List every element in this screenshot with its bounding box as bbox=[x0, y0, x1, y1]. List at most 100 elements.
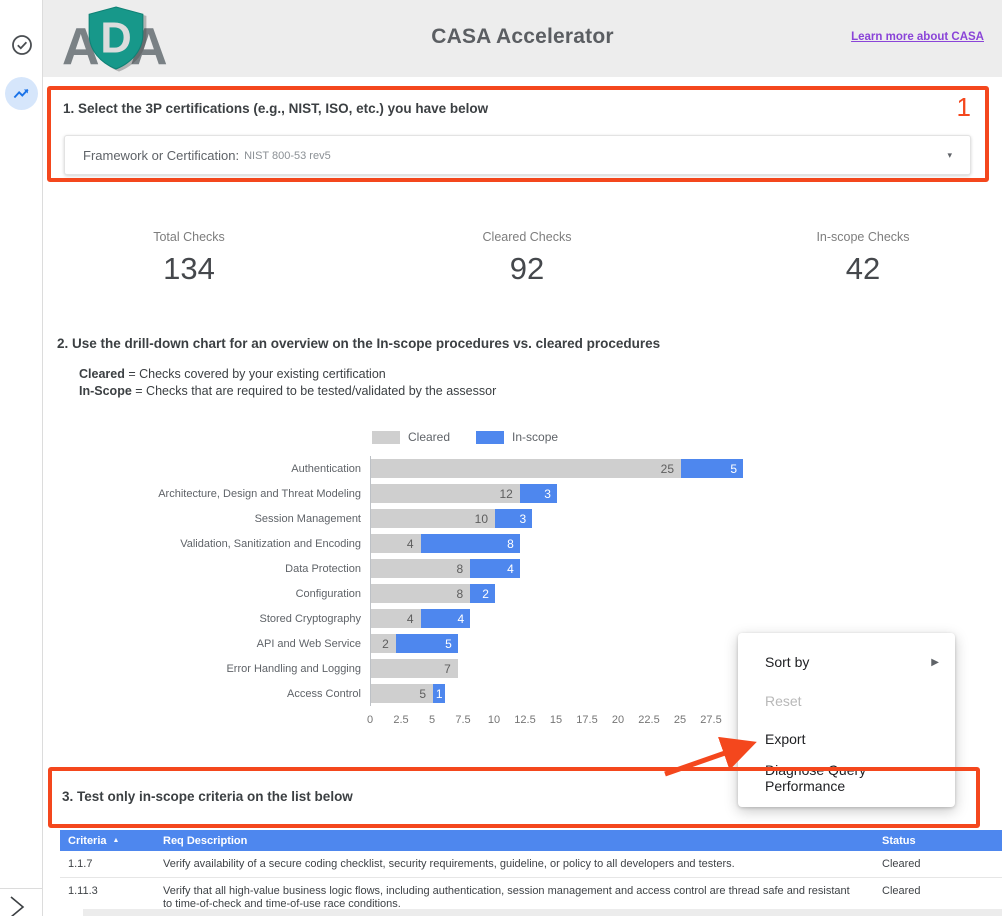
inscope-bar-segment[interactable]: 3 bbox=[495, 509, 533, 528]
inscope-bar-segment[interactable]: 4 bbox=[470, 559, 520, 578]
scorecard-value: 92 bbox=[509, 251, 545, 286]
chart-row: Data Protection 8 4 bbox=[60, 556, 790, 581]
menu-item-label: Export bbox=[765, 731, 806, 748]
x-axis-tick-label: 20 bbox=[611, 714, 625, 726]
scorecard-value: 134 bbox=[163, 251, 215, 286]
menu-item-sort-by[interactable]: Sort by ▶ bbox=[738, 643, 955, 682]
cleared-bar-segment[interactable]: 25 bbox=[371, 459, 681, 478]
drilldown-bar-chart[interactable]: Cleared In-scope Authentication 25 5 Archit… bbox=[60, 430, 790, 732]
inscope-bar-segment[interactable]: 5 bbox=[681, 459, 743, 478]
chart-bar-stack: 25 5 bbox=[371, 459, 743, 478]
inscope-bar-segment[interactable]: 3 bbox=[519, 484, 557, 503]
cell-status: Cleared bbox=[882, 858, 921, 870]
x-axis-tick-label: 27.5 bbox=[700, 714, 722, 726]
sidebar-expand-area bbox=[0, 888, 43, 916]
cleared-bar-segment[interactable]: 2 bbox=[371, 634, 396, 653]
check-circle-icon[interactable] bbox=[11, 34, 33, 56]
section2-notes: Cleared = Checks covered by your existin… bbox=[79, 366, 496, 400]
legend-label-cleared: Cleared bbox=[408, 430, 451, 444]
bar-value-label: 3 bbox=[519, 511, 527, 526]
column-header-status[interactable]: Status bbox=[882, 834, 916, 847]
learn-more-link[interactable]: Learn more about CASA bbox=[851, 31, 984, 43]
dropdown-label: Framework or Certification: bbox=[83, 147, 240, 163]
section3-heading: 3. Test only in-scope criteria on the li… bbox=[62, 789, 353, 804]
cell-status: Cleared bbox=[882, 885, 921, 897]
scorecard-label: Cleared Checks bbox=[482, 230, 572, 244]
annotation-box-step1: 1. Select the 3P certifications (e.g., N… bbox=[47, 86, 989, 182]
x-axis-tick-label: 12.5 bbox=[514, 714, 536, 726]
inscope-bar-segment[interactable]: 5 bbox=[395, 634, 458, 653]
bar-value-label: 8 bbox=[456, 561, 464, 576]
inscope-bar-segment[interactable]: 8 bbox=[420, 534, 520, 553]
x-axis-tick-label: 7.5 bbox=[455, 714, 471, 726]
x-axis-tick-label: 5 bbox=[428, 714, 436, 726]
section2-heading: 2. Use the drill-down chart for an overv… bbox=[57, 336, 661, 351]
bar-value-label: 3 bbox=[544, 486, 551, 501]
cleared-bar-segment[interactable]: 4 bbox=[371, 609, 421, 628]
scorecard-label: In-scope Checks bbox=[816, 230, 910, 244]
bar-value-label: 4 bbox=[406, 536, 414, 551]
chart-category-label: Error Handling and Logging bbox=[226, 662, 361, 675]
chart-row: Configuration 8 2 bbox=[60, 581, 790, 606]
cleared-bar-segment[interactable]: 5 bbox=[371, 684, 433, 703]
page-title: CASA Accelerator bbox=[431, 25, 614, 48]
x-axis-tick-label: 0 bbox=[366, 714, 374, 726]
table-row: 1.1.7 Verify availability of a secure cod… bbox=[60, 851, 1002, 878]
ada-logo: A A D bbox=[62, 3, 178, 75]
column-header-description[interactable]: Req Description bbox=[163, 834, 248, 847]
chart-row: Session Management 10 3 bbox=[60, 506, 790, 531]
shield-icon: D bbox=[88, 6, 144, 70]
table-body: 1.1.7 Verify availability of a secure cod… bbox=[60, 851, 1002, 916]
x-axis-tick-label: 15 bbox=[549, 714, 563, 726]
x-axis-tick-label: 17.5 bbox=[576, 714, 598, 726]
note-inscope: In-Scope = Checks that are required to b… bbox=[79, 384, 497, 398]
scorecard-inscope-checks: In-scope Checks 42 bbox=[753, 230, 973, 287]
chart-context-menu: Sort by ▶ Reset Export Diagnose Query Perfor… bbox=[738, 633, 955, 807]
menu-item-label: Reset bbox=[765, 692, 802, 709]
cleared-bar-segment[interactable]: 7 bbox=[371, 659, 458, 678]
cleared-bar-segment[interactable]: 8 bbox=[371, 584, 471, 603]
chart-category-label: Access Control bbox=[287, 687, 361, 700]
submenu-arrow-icon: ▶ bbox=[931, 656, 939, 668]
chart-plot-area: Authentication 25 5 Architecture, Design an… bbox=[60, 456, 790, 706]
x-axis-tick-label: 10 bbox=[487, 714, 501, 726]
inscope-bar-segment[interactable]: 1 bbox=[433, 684, 446, 703]
bar-value-label: 4 bbox=[457, 611, 465, 626]
cleared-bar-segment[interactable]: 12 bbox=[371, 484, 520, 503]
x-axis-tick-label: 25 bbox=[673, 714, 687, 726]
chart-row: Error Handling and Logging 7 bbox=[60, 656, 790, 681]
criteria-table: Criteria ▲ Req Description Status 1.1.7 Ve… bbox=[60, 830, 1002, 916]
menu-item-export[interactable]: Export bbox=[738, 720, 955, 759]
chart-row: Validation, Sanitization and Encoding 4 8 bbox=[60, 531, 790, 556]
bar-value-label: 8 bbox=[507, 536, 514, 551]
chart-category-label: Stored Cryptography bbox=[259, 612, 362, 625]
chart-row: Access Control 5 1 bbox=[60, 681, 790, 706]
chevron-right-icon[interactable] bbox=[7, 894, 27, 916]
chart-bar-stack: 7 bbox=[371, 659, 458, 678]
cell-description: Verify that all high-value business logi… bbox=[163, 885, 850, 910]
bottom-panel-edge bbox=[83, 909, 1002, 916]
bar-value-label: 25 bbox=[660, 461, 674, 476]
menu-item-diagnose-query-performance[interactable]: Diagnose Query Performance bbox=[738, 759, 955, 798]
trending-up-icon[interactable] bbox=[5, 77, 38, 110]
chart-category-label: Architecture, Design and Threat Modeling bbox=[158, 487, 361, 500]
bar-value-label: 5 bbox=[445, 636, 452, 651]
bar-value-label: 5 bbox=[419, 686, 426, 701]
legend-label-inscope: In-scope bbox=[512, 430, 559, 444]
cleared-bar-segment[interactable]: 8 bbox=[371, 559, 471, 578]
column-header-criteria[interactable]: Criteria ▲ bbox=[68, 834, 120, 847]
chart-row: Authentication 25 5 bbox=[60, 456, 790, 481]
caret-down-icon[interactable]: ▾ bbox=[947, 149, 952, 160]
chart-bar-stack: 12 3 bbox=[371, 484, 557, 503]
cleared-bar-segment[interactable]: 10 bbox=[371, 509, 495, 528]
cleared-bar-segment[interactable]: 4 bbox=[371, 534, 421, 553]
framework-filter-dropdown[interactable]: Framework or Certification: NIST 800-53 … bbox=[64, 135, 971, 175]
inscope-bar-segment[interactable]: 4 bbox=[420, 609, 471, 628]
cell-description: Verify availability of a secure coding c… bbox=[163, 858, 735, 870]
dropdown-selected-value: NIST 800-53 rev5 bbox=[244, 149, 331, 162]
report-header: A A D CASA Accelerator Learn more about … bbox=[43, 0, 1002, 77]
x-axis-tick-label: 22.5 bbox=[638, 714, 660, 726]
inscope-bar-segment[interactable]: 2 bbox=[470, 584, 495, 603]
